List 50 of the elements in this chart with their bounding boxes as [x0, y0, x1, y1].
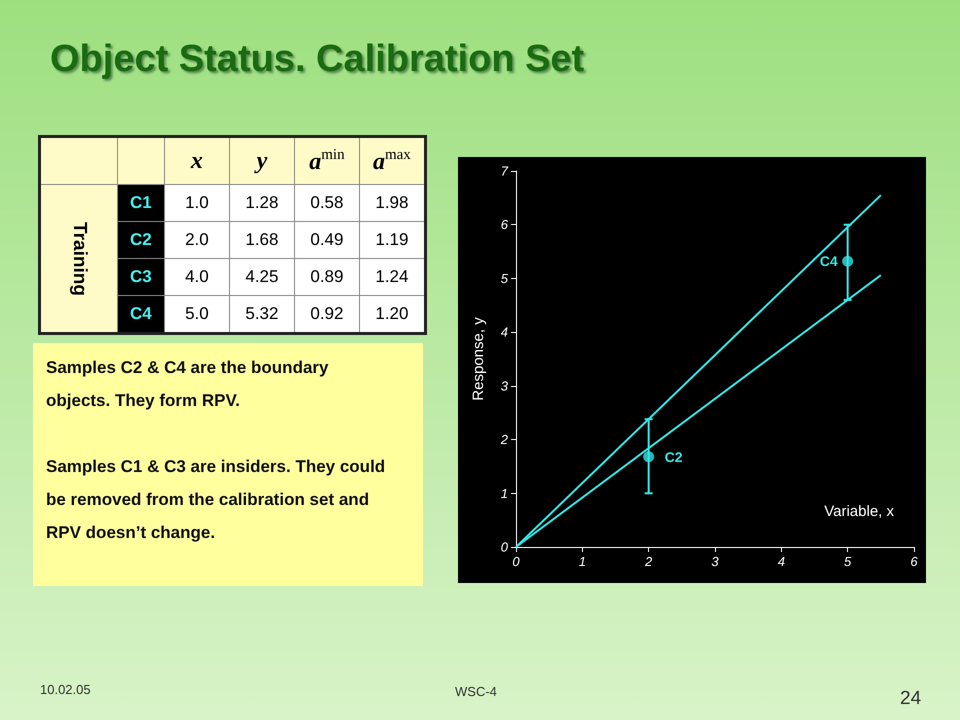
- y-axis-title: Response, y: [470, 316, 487, 401]
- text: 4.0: [185, 267, 209, 286]
- y-tick-label: 0: [500, 540, 509, 554]
- text: 5.32: [245, 304, 278, 323]
- x-tick-label: 3: [711, 554, 720, 569]
- text: 1.24: [375, 267, 408, 286]
- text: Samples C1 & C3 are insiders. They could be removed from the calibration set and RPV doesn’t change.: [46, 456, 386, 544]
- text: 0.49: [310, 230, 344, 249]
- text: 5.0: [185, 304, 209, 323]
- text: 10.02.05: [40, 682, 91, 697]
- text: 1.20: [375, 304, 408, 323]
- y-tick-label: 2: [500, 432, 509, 448]
- x-tick-label: 4: [778, 554, 785, 569]
- text: Object Status. Calibration Set: [50, 38, 584, 81]
- y-tick-label: 7: [500, 164, 509, 178]
- category-label: a$^{min}$: [294, 136, 360, 184]
- text: Samples C2 & C4 are the boundary objects. They form RPV.: [46, 357, 330, 412]
- category-label: a$^{max}$: [359, 136, 426, 184]
- x-axis-title: Variable, x: [824, 503, 894, 520]
- text: 24: [900, 688, 922, 710]
- text: 0.89: [310, 267, 344, 286]
- text: 0.58: [310, 193, 344, 212]
- text: 2.0: [185, 230, 209, 249]
- y-tick-label: 4: [500, 324, 508, 340]
- text: WSC-4: [455, 684, 497, 699]
- category-label: C3: [130, 267, 152, 286]
- category-label: C1: [130, 193, 152, 212]
- text: 1.28: [245, 193, 278, 212]
- x-tick-label: 1: [578, 554, 586, 569]
- text: 0.92: [310, 304, 344, 323]
- y-tick-label: 3: [500, 378, 509, 394]
- annotation: C2: [664, 448, 683, 465]
- category-label: x: [164, 136, 230, 184]
- y-tick-label: 6: [500, 217, 509, 232]
- annotation: C4: [820, 253, 838, 270]
- x-tick-label: 5: [844, 554, 852, 569]
- category-label: C4: [130, 304, 152, 323]
- y-tick-label: 5: [500, 270, 509, 286]
- text: 1.19: [375, 230, 408, 249]
- text: 1.98: [375, 193, 408, 212]
- category-label: C2: [130, 230, 152, 249]
- text: 1.68: [245, 230, 278, 249]
- x-tick-label: 6: [910, 554, 918, 569]
- x-tick-label: 0: [512, 554, 520, 569]
- x-tick-label: 2: [644, 554, 654, 569]
- text: 1.0: [185, 193, 209, 212]
- text: 4.25: [245, 267, 278, 286]
- category-label: y: [229, 136, 294, 184]
- y-tick-label: 1: [500, 486, 508, 501]
- text: Training: [68, 222, 90, 296]
